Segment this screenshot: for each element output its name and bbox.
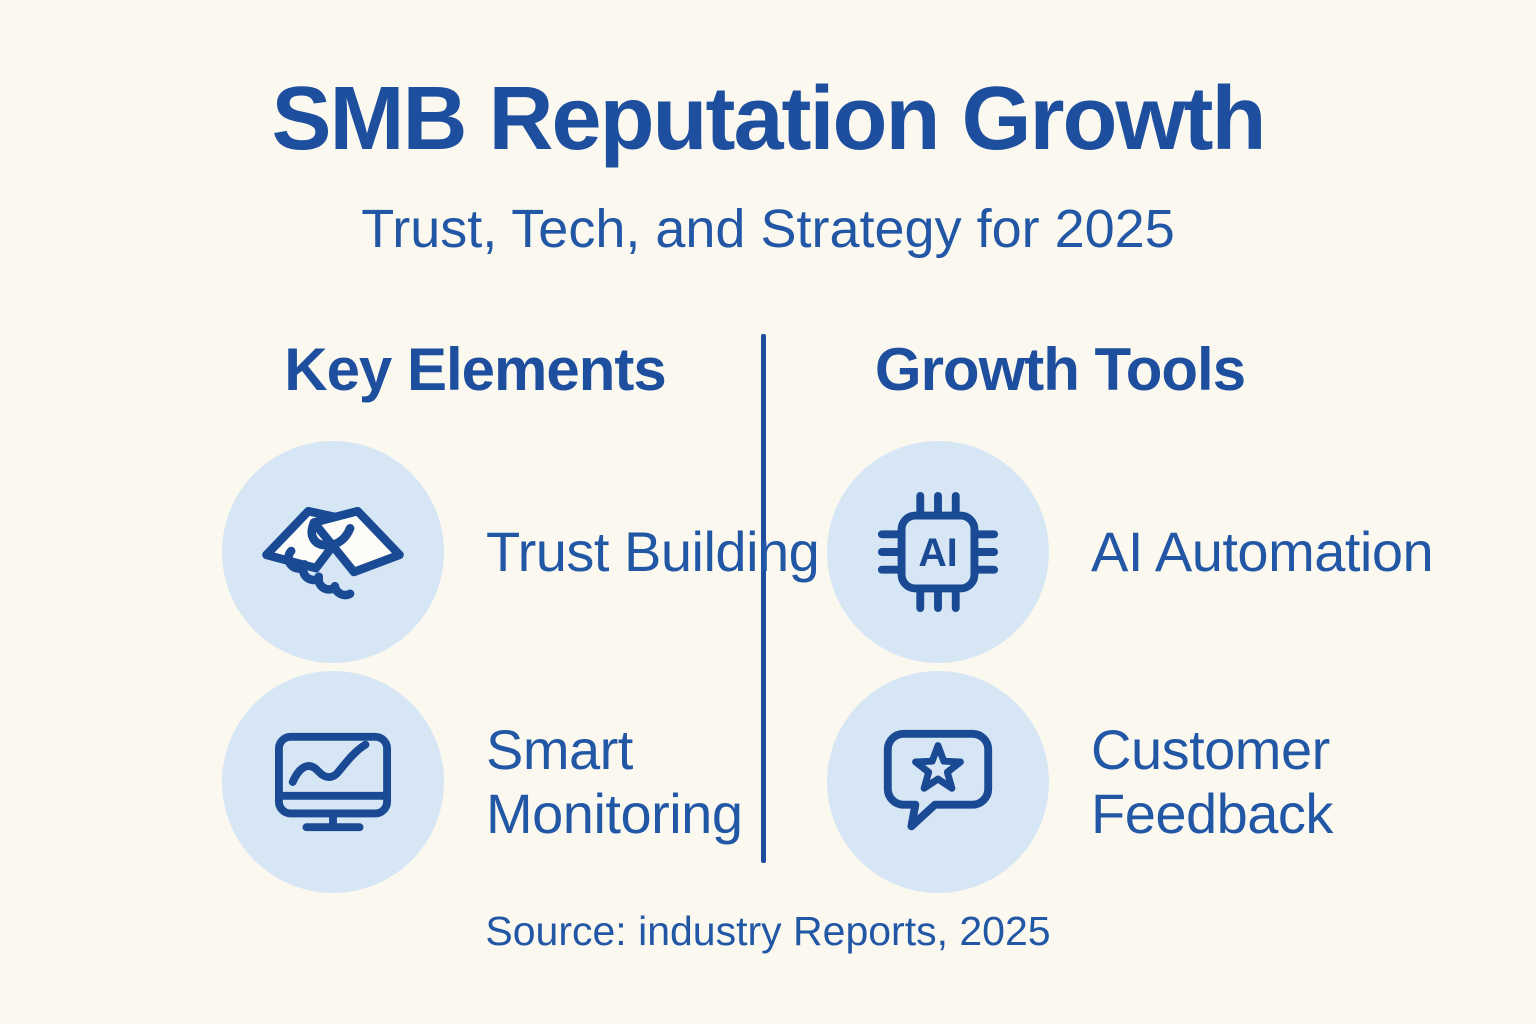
ai-chip-label: AI [918, 531, 957, 575]
column-divider [761, 334, 766, 863]
ai-chip-icon-circle: AI [827, 441, 1049, 663]
item-label: Trust Building [486, 520, 820, 584]
page-title: SMB Reputation Growth [271, 69, 1267, 169]
monitor-chart-icon [269, 723, 397, 841]
column-header-key-elements: Key Elements [284, 336, 667, 403]
item-ai-automation: AI AI Automation [827, 441, 1436, 663]
page-subtitle: Trust, Tech, and Strategy for 2025 [361, 199, 1175, 259]
item-label: AI Automation [1091, 520, 1434, 584]
ai-chip-icon: AI [874, 488, 1002, 616]
column-header-growth-tools: Growth Tools [874, 336, 1246, 403]
source-note: Source: industry Reports, 2025 [485, 908, 1051, 954]
item-customer-feedback: Customer Feedback [827, 671, 1436, 893]
item-trust-building: Trust Building [222, 441, 831, 663]
monitor-chart-icon-circle [222, 671, 444, 893]
item-label: Smart Monitoring [486, 718, 743, 845]
handshake-icon [257, 490, 409, 614]
feedback-bubble-icon [874, 718, 1002, 846]
item-smart-monitoring: Smart Monitoring [222, 671, 831, 893]
handshake-icon-circle [222, 441, 444, 663]
item-label: Customer Feedback [1091, 718, 1333, 845]
feedback-bubble-icon-circle [827, 671, 1049, 893]
